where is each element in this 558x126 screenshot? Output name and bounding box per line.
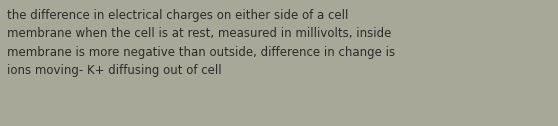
Text: the difference in electrical charges on either side of a cell
membrane when the : the difference in electrical charges on … bbox=[7, 9, 396, 77]
